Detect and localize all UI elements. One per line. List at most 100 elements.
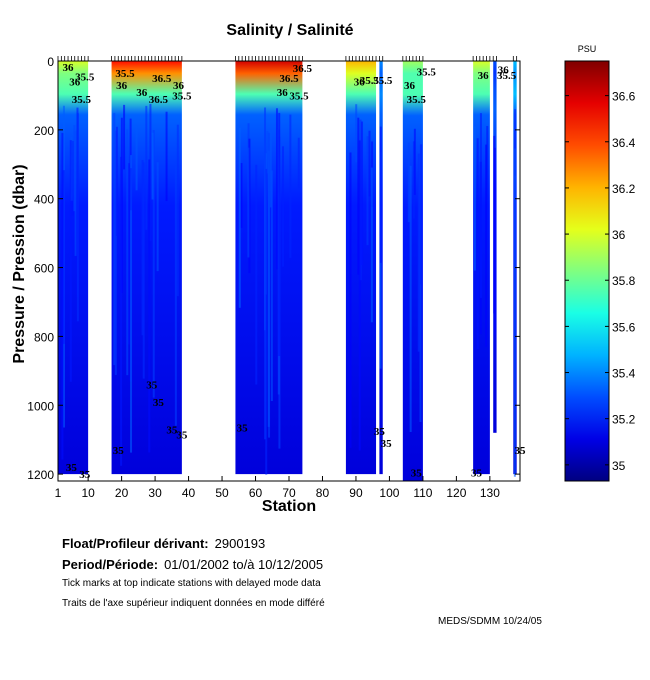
contour-label: 35 xyxy=(113,445,125,457)
x-tick-label: 20 xyxy=(115,486,129,500)
data-texture-streak xyxy=(357,117,360,275)
data-texture-streak xyxy=(151,132,154,200)
data-texture-streak xyxy=(126,129,129,376)
x-tick-label: 40 xyxy=(182,486,196,500)
y-tick-label: 600 xyxy=(34,262,54,276)
data-texture-streak xyxy=(71,140,74,216)
contour-label: 35 xyxy=(146,380,158,392)
y-tick-label: 200 xyxy=(34,124,54,138)
data-texture-streak xyxy=(476,138,479,350)
x-tick-label: 90 xyxy=(349,486,363,500)
data-texture-streak xyxy=(358,140,361,451)
y-tick-label: 0 xyxy=(47,55,54,69)
data-texture-streak xyxy=(176,124,179,297)
colorbar-tick-label: 35.8 xyxy=(612,274,636,288)
data-texture-streak xyxy=(115,126,118,236)
data-texture-streak xyxy=(366,136,369,246)
contour-label: 36.5 xyxy=(149,94,169,106)
data-texture-streak xyxy=(486,126,489,241)
data-texture-streak xyxy=(135,126,138,191)
contour-label: 35 xyxy=(411,467,423,479)
data-texture-streak xyxy=(73,125,76,212)
data-texture-streak xyxy=(265,168,268,475)
contour-label: 35.5 xyxy=(72,94,92,106)
data-texture-streak xyxy=(238,127,241,308)
x-tick-label: 60 xyxy=(249,486,263,500)
contour-label: 35 xyxy=(153,397,165,409)
data-texture-streak xyxy=(264,107,267,440)
data-texture-streak xyxy=(61,132,64,460)
data-texture-streak xyxy=(479,113,482,298)
data-texture-streak xyxy=(409,165,412,432)
data-texture-streak xyxy=(420,144,423,285)
x-tick-label: 10 xyxy=(81,486,95,500)
data-texture-streak xyxy=(247,147,250,258)
data-texture-streak xyxy=(113,112,116,366)
data-texture-streak xyxy=(130,155,133,453)
colorbar-tick-label: 36.4 xyxy=(612,136,636,150)
colorbar-tick-label: 36.2 xyxy=(612,182,636,196)
x-tick-label: 120 xyxy=(446,486,466,500)
chart-title: Salinity / Salinité xyxy=(226,22,354,39)
data-texture-streak xyxy=(417,153,420,352)
colorbar-tick-label: 36 xyxy=(612,228,626,242)
contour-label: 35.5 xyxy=(115,68,135,80)
data-texture-streak xyxy=(514,109,517,176)
y-tick-label: 1000 xyxy=(27,399,54,413)
contour-label: 35.5 xyxy=(289,90,309,102)
contour-label: 36 xyxy=(173,80,185,92)
contour-label: 36 xyxy=(69,77,81,89)
data-texture-streak xyxy=(174,161,177,426)
contour-label: 35.5 xyxy=(407,94,427,106)
contour-label: 35.5 xyxy=(417,66,437,78)
data-texture-streak xyxy=(275,108,278,270)
data-texture-streak xyxy=(248,138,251,274)
contour-label: 36 xyxy=(498,65,510,77)
contour-label: 36 xyxy=(404,80,416,92)
data-texture-streak xyxy=(513,148,516,477)
data-texture-streak xyxy=(123,104,126,170)
data-texture-streak xyxy=(114,130,117,375)
contour-label: 35 xyxy=(166,424,178,436)
data-texture-streak xyxy=(127,163,130,345)
data-texture-streak xyxy=(413,128,416,195)
data-texture-streak xyxy=(266,130,269,174)
contour-label: 35.5 xyxy=(497,70,517,82)
data-texture-streak xyxy=(268,132,271,438)
contour-label: 36 xyxy=(63,62,75,74)
y-tick-label: 400 xyxy=(34,193,54,207)
data-texture-streak xyxy=(141,160,144,336)
contour-label: 35.5 xyxy=(172,90,192,102)
data-texture-streak xyxy=(142,162,145,379)
data-texture-streak xyxy=(349,152,352,448)
y-tick-label: 1200 xyxy=(27,468,54,482)
data-texture-streak xyxy=(255,164,258,385)
x-tick-label: 130 xyxy=(480,486,500,500)
float-info: Float/Profileur dérivant: 2900193 xyxy=(62,536,265,551)
data-texture-streak xyxy=(165,111,168,202)
data-texture-streak xyxy=(269,131,272,208)
x-tick-label: 50 xyxy=(215,486,229,500)
x-tick-label: 110 xyxy=(413,486,432,500)
period-value: 01/01/2002 to/à 10/12/2005 xyxy=(164,557,324,572)
colorbar-units: PSU xyxy=(577,44,597,54)
data-texture-streak xyxy=(240,162,243,228)
data-texture-streak xyxy=(270,170,273,402)
data-texture-streak xyxy=(152,129,155,398)
data-texture-streak xyxy=(297,137,300,189)
contour-label: 35 xyxy=(374,426,386,438)
note-english: Tick marks at top indicate stations with… xyxy=(62,578,321,589)
contour-label: 36.5 xyxy=(279,73,299,85)
float-id: 2900193 xyxy=(214,536,266,551)
colorbar-tick-label: 35.4 xyxy=(612,367,636,381)
contour-label: 35 xyxy=(471,467,483,479)
x-tick-label: 70 xyxy=(282,486,296,500)
data-texture-streak xyxy=(370,167,373,323)
note-french: Traits de l'axe supérieur indiquent donn… xyxy=(62,598,325,609)
data-texture-streak xyxy=(120,156,123,466)
period-info: Period/Période: 01/01/2002 to/à 10/12/200… xyxy=(62,557,323,572)
x-axis-label: Station xyxy=(261,498,317,515)
data-texture-streak xyxy=(148,159,151,453)
data-texture-streak xyxy=(289,114,292,258)
x-tick-label: 30 xyxy=(148,486,162,500)
